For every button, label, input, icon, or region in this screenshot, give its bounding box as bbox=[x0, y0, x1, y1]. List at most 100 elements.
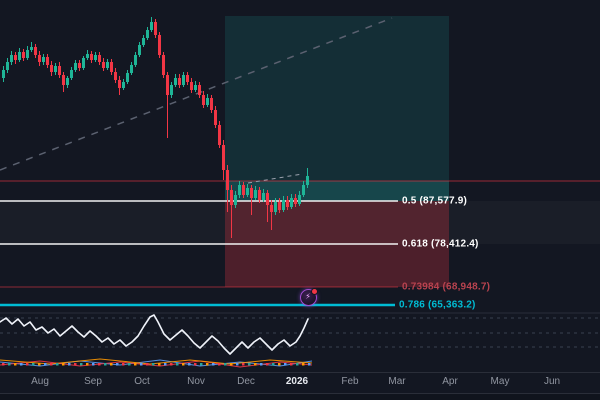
ribbon-tick bbox=[26, 363, 29, 366]
candle-body bbox=[238, 185, 241, 195]
ribbon-tick bbox=[32, 363, 35, 366]
candle-body bbox=[6, 62, 9, 70]
candle-body bbox=[34, 47, 37, 55]
ribbon-tick bbox=[302, 363, 305, 366]
candle-body bbox=[138, 45, 141, 55]
ribbon-tick bbox=[176, 363, 179, 366]
teal-overlap-band[interactable] bbox=[225, 181, 449, 201]
candle-body bbox=[122, 82, 125, 88]
candle-body bbox=[42, 57, 45, 62]
candle-body bbox=[166, 75, 169, 95]
ribbon-tick bbox=[38, 363, 41, 366]
candle-body bbox=[86, 54, 89, 58]
candle-body bbox=[250, 188, 253, 198]
candle-body bbox=[134, 55, 137, 65]
notification-dot-icon bbox=[310, 287, 318, 295]
candle-body bbox=[254, 190, 257, 198]
candle-body bbox=[298, 195, 301, 204]
candle-body bbox=[182, 75, 185, 85]
ribbon-tick bbox=[200, 363, 203, 366]
candle-body bbox=[110, 62, 113, 72]
candle-body bbox=[190, 82, 193, 90]
ribbon-tick bbox=[290, 363, 293, 366]
candle-body bbox=[66, 78, 69, 85]
candle-body bbox=[282, 200, 285, 210]
dashed-trendline-1[interactable] bbox=[0, 17, 393, 171]
candle-body bbox=[38, 55, 41, 62]
candle-body bbox=[14, 55, 17, 60]
candle-body bbox=[278, 202, 281, 210]
candle-body bbox=[198, 85, 201, 95]
ribbon-tick bbox=[278, 363, 281, 366]
candle-body bbox=[206, 98, 209, 105]
ribbon-tick bbox=[80, 363, 83, 366]
candle-body bbox=[234, 195, 237, 205]
candle-body bbox=[26, 50, 29, 58]
candle-body bbox=[186, 75, 189, 82]
candle-body bbox=[202, 95, 205, 105]
candle-body bbox=[102, 62, 105, 68]
candle-body bbox=[18, 52, 21, 60]
candle-body bbox=[306, 176, 309, 185]
ribbon-tick bbox=[140, 363, 143, 366]
candle-body bbox=[130, 65, 133, 73]
candle-body bbox=[82, 58, 85, 68]
ribbon-tick bbox=[236, 363, 239, 366]
ribbon-tick bbox=[62, 363, 65, 366]
candle-body bbox=[262, 193, 265, 200]
candle-body bbox=[90, 54, 93, 60]
ribbon-tick bbox=[254, 363, 257, 366]
candle-body bbox=[58, 66, 61, 75]
ribbon-tick bbox=[116, 363, 119, 366]
ribbon-tick bbox=[92, 363, 95, 366]
ribbon-tick bbox=[146, 363, 149, 366]
ribbon-tick bbox=[248, 363, 251, 366]
candle-body bbox=[178, 78, 181, 85]
candle-body bbox=[214, 110, 217, 125]
ribbon-tick bbox=[74, 363, 77, 366]
ribbon-tick bbox=[128, 363, 131, 366]
candle-body bbox=[226, 170, 229, 190]
candle-body bbox=[78, 63, 81, 68]
candle-body bbox=[290, 198, 293, 207]
lightning-bolt-icon: ⚡ bbox=[305, 292, 311, 301]
candle-body bbox=[258, 190, 261, 200]
dashed-trendline-2[interactable] bbox=[247, 173, 303, 184]
flash-alert-icon[interactable]: ⚡ bbox=[299, 287, 318, 306]
candle-body bbox=[210, 98, 213, 110]
ribbon-tick bbox=[134, 363, 137, 366]
candle-body bbox=[302, 185, 305, 195]
candle-body bbox=[274, 202, 277, 212]
ribbon-tick bbox=[2, 363, 5, 366]
ribbon-tick bbox=[308, 363, 311, 366]
ribbon-tick bbox=[68, 363, 71, 366]
ribbon-tick bbox=[284, 363, 287, 366]
ribbon-tick bbox=[152, 363, 155, 366]
ribbon-tick bbox=[56, 363, 59, 366]
candle-body bbox=[146, 30, 149, 38]
candle-body bbox=[106, 62, 109, 68]
teal-supply-box[interactable] bbox=[225, 16, 449, 201]
candle-body bbox=[158, 35, 161, 55]
ribbon-tick bbox=[104, 363, 107, 366]
ribbon-tick bbox=[242, 363, 245, 366]
candle-body bbox=[50, 65, 53, 72]
ribbon-tick bbox=[206, 363, 209, 366]
bottom-toolbar-strip bbox=[0, 393, 600, 400]
ribbon-tick bbox=[122, 363, 125, 366]
ribbon-tick bbox=[182, 363, 185, 366]
ribbon-tick bbox=[266, 363, 269, 366]
candle-body bbox=[118, 80, 121, 88]
ribbon-tick bbox=[170, 363, 173, 366]
candle-body bbox=[114, 72, 117, 80]
ribbon-tick bbox=[44, 363, 47, 366]
candle-body bbox=[154, 22, 157, 35]
ribbon-tick bbox=[224, 363, 227, 366]
candle-body bbox=[170, 85, 173, 95]
ribbon-tick bbox=[296, 363, 299, 366]
ribbon-tick bbox=[50, 363, 53, 366]
candle-body bbox=[222, 145, 225, 170]
ribbon-tick bbox=[212, 363, 215, 366]
